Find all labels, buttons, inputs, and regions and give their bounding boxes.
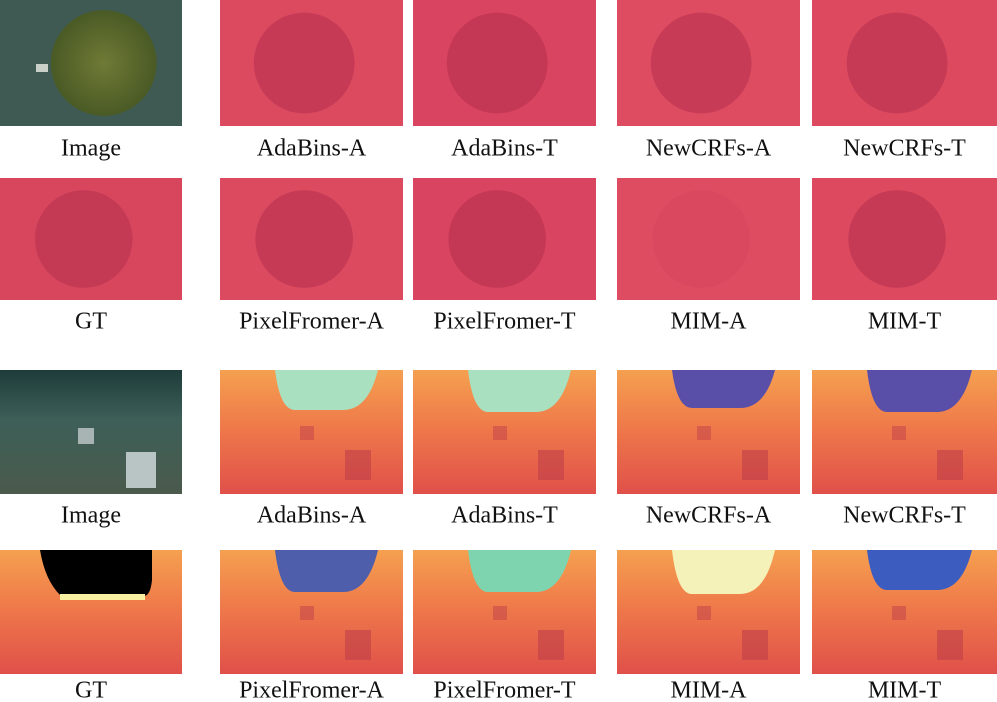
depth-map [617, 178, 800, 300]
panel: MIM-A [617, 178, 800, 335]
caption: GT [75, 678, 107, 702]
caption: MIM-T [868, 309, 942, 335]
marker [892, 426, 906, 440]
panel: PixelFromer-A [220, 550, 403, 702]
caption: AdaBins-A [257, 136, 367, 162]
marker [742, 450, 768, 480]
panel: NewCRFs-A [617, 0, 800, 162]
caption: MIM-A [671, 309, 748, 335]
panel: GT [0, 178, 182, 335]
marker [126, 452, 156, 488]
far-region [275, 550, 378, 592]
panel: NewCRFs-A [617, 370, 800, 529]
panel: Image [0, 370, 182, 529]
panel: GT [0, 550, 182, 702]
marker [697, 426, 711, 440]
caption: NewCRFs-T [843, 503, 966, 529]
caption: PixelFromer-A [239, 309, 385, 335]
caption: Image [61, 136, 121, 162]
marker [538, 630, 564, 660]
caption: AdaBins-T [451, 136, 558, 162]
far-region [867, 550, 972, 590]
marker [493, 606, 507, 620]
panel: AdaBins-T [413, 370, 596, 529]
panel: Image [0, 0, 182, 162]
panel: AdaBins-A [220, 370, 403, 529]
far-region [867, 370, 972, 412]
marker [892, 606, 906, 620]
panel: MIM-A [617, 550, 800, 702]
caption: MIM-T [868, 678, 942, 702]
far-region [275, 370, 378, 410]
far-region [672, 550, 775, 594]
panel: AdaBins-A [220, 0, 403, 162]
panel: PixelFromer-A [220, 178, 403, 335]
panel: PixelFromer-T [413, 178, 596, 335]
panel: MIM-T [812, 550, 997, 702]
object-depth [34, 190, 133, 288]
sphere [50, 10, 157, 116]
panel: NewCRFs-T [812, 0, 997, 162]
object-depth [255, 190, 353, 288]
caption: MIM-A [671, 678, 748, 702]
marker [697, 606, 711, 620]
caption: Image [61, 503, 121, 529]
object-depth [650, 12, 752, 114]
marker [36, 64, 48, 72]
panel: AdaBins-T [413, 0, 596, 162]
marker [300, 426, 314, 440]
object-depth [848, 190, 946, 288]
gt-band [60, 594, 145, 600]
far-region [468, 370, 571, 412]
panel: NewCRFs-T [812, 370, 997, 529]
far-region [468, 550, 571, 592]
object-depth [446, 12, 548, 114]
marker [538, 450, 564, 480]
caption: PixelFromer-T [433, 678, 576, 702]
caption: NewCRFs-A [646, 503, 772, 529]
marker [493, 426, 507, 440]
marker [300, 606, 314, 620]
marker [937, 630, 963, 660]
caption: PixelFromer-T [433, 309, 576, 335]
marker [345, 450, 371, 480]
marker [345, 630, 371, 660]
caption: NewCRFs-T [843, 136, 966, 162]
object-depth [846, 12, 948, 114]
marker [78, 428, 94, 444]
marker [937, 450, 963, 480]
panel: MIM-T [812, 178, 997, 335]
object-depth [652, 190, 750, 288]
gt-sky [40, 550, 152, 596]
panel: PixelFromer-T [413, 550, 596, 702]
caption: GT [75, 309, 107, 335]
caption: AdaBins-T [451, 503, 558, 529]
object-depth [448, 190, 546, 288]
marker [742, 630, 768, 660]
object-depth [253, 12, 355, 114]
caption: AdaBins-A [257, 503, 367, 529]
caption: PixelFromer-A [239, 678, 385, 702]
caption: NewCRFs-A [646, 136, 772, 162]
far-region [672, 370, 775, 408]
